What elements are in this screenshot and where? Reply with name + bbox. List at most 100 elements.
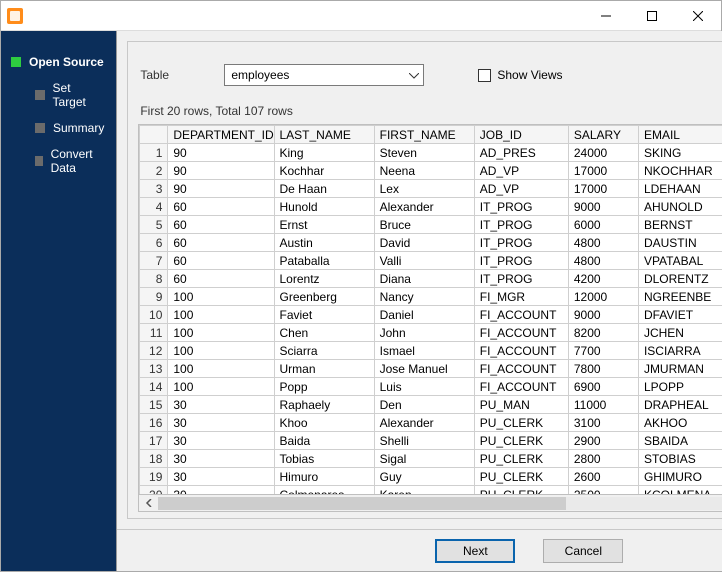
table-cell: SKING [638, 144, 722, 162]
table-row[interactable]: 660AustinDavidIT_PROG4800DAUSTIN [140, 234, 722, 252]
table-row[interactable]: 11100ChenJohnFI_ACCOUNT8200JCHEN [140, 324, 722, 342]
table-row[interactable]: 1530RaphaelyDenPU_MAN11000DRAPHEAL [140, 396, 722, 414]
table-cell: GHIMURO [638, 468, 722, 486]
table-cell: AHUNOLD [638, 198, 722, 216]
table-cell: Den [374, 396, 474, 414]
table-row[interactable]: 1830TobiasSigalPU_CLERK2800STOBIAS [140, 450, 722, 468]
minimize-button[interactable] [583, 1, 629, 31]
table-cell: 3100 [568, 414, 638, 432]
table-cell: John [374, 324, 474, 342]
table-row[interactable]: 1630KhooAlexanderPU_CLERK3100AKHOO [140, 414, 722, 432]
table-cell: De Haan [274, 180, 374, 198]
table-cell: LPOPP [638, 378, 722, 396]
row-number-cell: 14 [140, 378, 168, 396]
table-cell: Greenberg [274, 288, 374, 306]
table-cell: Nancy [374, 288, 474, 306]
row-number-cell: 11 [140, 324, 168, 342]
row-number-cell: 17 [140, 432, 168, 450]
table-cell: FI_ACCOUNT [474, 324, 568, 342]
table-row[interactable]: 13100UrmanJose ManuelFI_ACCOUNT7800JMURM… [140, 360, 722, 378]
wizard-step-convert-data[interactable]: Convert Data [9, 141, 108, 181]
row-number-cell: 15 [140, 396, 168, 414]
table-cell: Valli [374, 252, 474, 270]
table-cell: Baida [274, 432, 374, 450]
table-row[interactable]: 290KochharNeenaAD_VP17000NKOCHHAR [140, 162, 722, 180]
table-cell: IT_PROG [474, 270, 568, 288]
table-row[interactable]: 390De HaanLexAD_VP17000LDEHAAN [140, 180, 722, 198]
table-cell: ISCIARRA [638, 342, 722, 360]
table-row[interactable]: 860LorentzDianaIT_PROG4200DLORENTZ [140, 270, 722, 288]
table-cell: 6900 [568, 378, 638, 396]
step-label: Set Target [53, 81, 105, 109]
table-cell: FI_ACCOUNT [474, 360, 568, 378]
table-row[interactable]: 190KingStevenAD_PRES24000SKING [140, 144, 722, 162]
scroll-left-icon[interactable] [141, 497, 156, 510]
row-number-cell: 12 [140, 342, 168, 360]
table-row[interactable]: 10100FavietDanielFI_ACCOUNT9000DFAVIET [140, 306, 722, 324]
table-cell: Himuro [274, 468, 374, 486]
table-row[interactable]: 2030ColmenaresKarenPU_CLERK2500KCOLMENA [140, 486, 722, 496]
column-header[interactable]: EMAIL [638, 126, 722, 144]
scrollbar-thumb[interactable] [158, 497, 566, 510]
row-number-cell: 9 [140, 288, 168, 306]
wizard-step-summary[interactable]: Summary [9, 115, 108, 141]
cancel-button[interactable]: Cancel [543, 539, 623, 563]
table-select[interactable]: employees [224, 64, 424, 86]
table-row[interactable]: 14100PoppLuisFI_ACCOUNT6900LPOPP [140, 378, 722, 396]
table-cell: IT_PROG [474, 234, 568, 252]
table-row[interactable]: 760PataballaValliIT_PROG4800VPATABAL [140, 252, 722, 270]
table-cell: STOBIAS [638, 450, 722, 468]
table-cell: IT_PROG [474, 198, 568, 216]
row-number-cell: 18 [140, 450, 168, 468]
table-cell: FI_ACCOUNT [474, 342, 568, 360]
table-cell: 12000 [568, 288, 638, 306]
table-cell: Diana [374, 270, 474, 288]
data-table-viewport[interactable]: DEPARTMENT_IDLAST_NAMEFIRST_NAMEJOB_IDSA… [138, 124, 722, 495]
table-cell: 2800 [568, 450, 638, 468]
wizard-sidebar: Open Source Set Target SummaryConvert Data [1, 31, 116, 571]
scrollbar-track[interactable] [158, 497, 722, 510]
button-bar: Next Cancel ? Help [117, 529, 722, 571]
column-header[interactable]: SALARY [568, 126, 638, 144]
column-header[interactable]: JOB_ID [474, 126, 568, 144]
table-select-value: employees [231, 68, 289, 82]
horizontal-scrollbar[interactable] [138, 495, 722, 512]
table-cell: 100 [168, 378, 274, 396]
maximize-button[interactable] [629, 1, 675, 31]
table-cell: 2500 [568, 486, 638, 496]
row-number-cell: 13 [140, 360, 168, 378]
table-row[interactable]: 9100GreenbergNancyFI_MGR12000NGREENBE [140, 288, 722, 306]
table-cell: 24000 [568, 144, 638, 162]
next-button[interactable]: Next [435, 539, 515, 563]
table-row[interactable]: 560ErnstBruceIT_PROG6000BERNST [140, 216, 722, 234]
column-header[interactable]: LAST_NAME [274, 126, 374, 144]
table-row[interactable]: 12100SciarraIsmaelFI_ACCOUNT7700ISCIARRA [140, 342, 722, 360]
cancel-button-label: Cancel [565, 544, 602, 558]
wizard-step-set-target[interactable]: Set Target [9, 75, 108, 115]
table-cell: 30 [168, 486, 274, 496]
table-cell: Karen [374, 486, 474, 496]
table-row[interactable]: 1930HimuroGuyPU_CLERK2600GHIMURO [140, 468, 722, 486]
window-controls [583, 1, 721, 31]
column-header[interactable]: DEPARTMENT_ID [168, 126, 274, 144]
show-views-checkbox[interactable] [478, 69, 491, 82]
row-number-cell: 19 [140, 468, 168, 486]
table-cell: SBAIDA [638, 432, 722, 450]
row-number-cell: 10 [140, 306, 168, 324]
table-cell: Faviet [274, 306, 374, 324]
row-number-cell: 7 [140, 252, 168, 270]
table-cell: FI_ACCOUNT [474, 306, 568, 324]
table-cell: Ernst [274, 216, 374, 234]
column-header[interactable]: FIRST_NAME [374, 126, 474, 144]
table-row[interactable]: 1730BaidaShelliPU_CLERK2900SBAIDA [140, 432, 722, 450]
close-button[interactable] [675, 1, 721, 31]
row-number-cell: 8 [140, 270, 168, 288]
table-cell: PU_CLERK [474, 414, 568, 432]
table-cell: Hunold [274, 198, 374, 216]
row-number-cell: 5 [140, 216, 168, 234]
table-cell: DRAPHEAL [638, 396, 722, 414]
table-cell: 4800 [568, 234, 638, 252]
wizard-step-open-source[interactable]: Open Source [9, 49, 108, 75]
table-cell: NKOCHHAR [638, 162, 722, 180]
table-row[interactable]: 460HunoldAlexanderIT_PROG9000AHUNOLD [140, 198, 722, 216]
